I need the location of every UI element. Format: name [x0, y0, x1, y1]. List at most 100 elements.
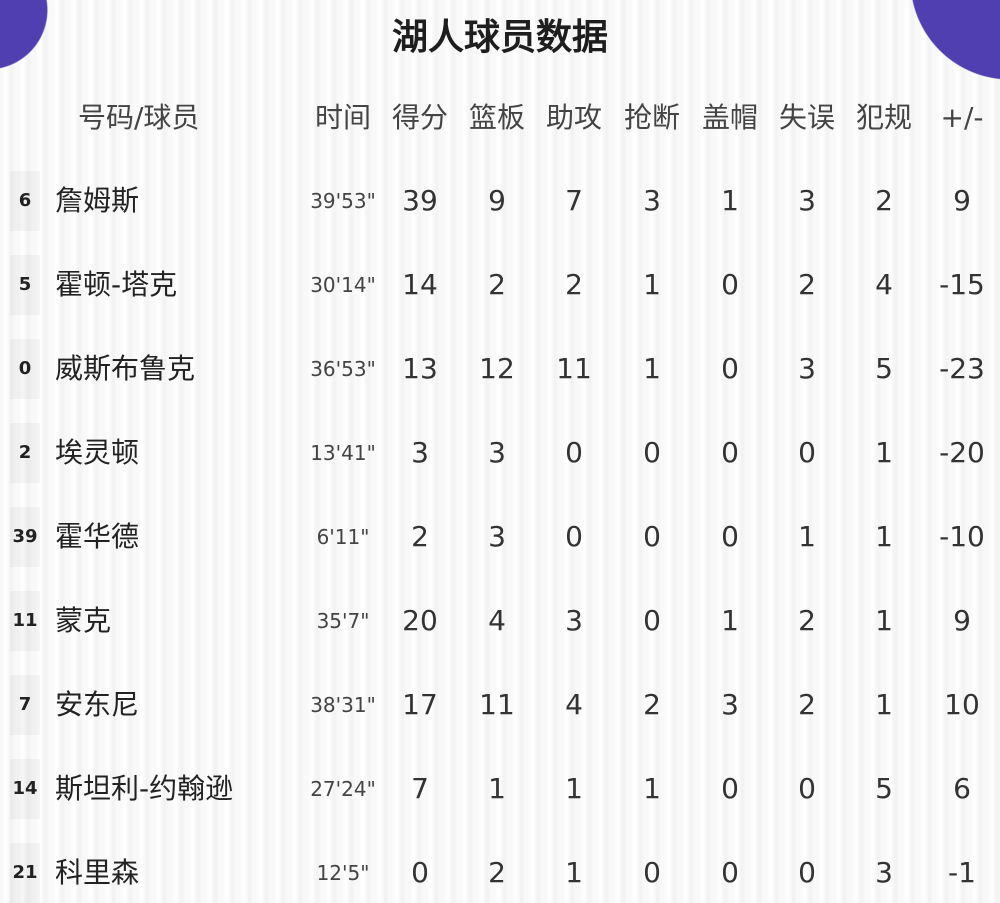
stat-ast: 0 [565, 520, 583, 553]
stat-blk: 0 [721, 772, 739, 805]
decorative-circle-right [900, 0, 1000, 90]
table-row: 6 詹姆斯 39'53" 39 9 7 3 1 3 2 9 [0, 171, 1000, 231]
stat-reb: 9 [488, 184, 506, 217]
stat-pf: 5 [875, 352, 893, 385]
table-row: 7 安东尼 38'31" 17 11 4 2 3 2 1 10 [0, 675, 1000, 735]
stat-tov: 1 [798, 520, 816, 553]
stat-reb: 2 [488, 856, 506, 889]
table-row: 21 科里森 12'5" 0 2 1 0 0 0 3 -1 [0, 843, 1000, 903]
stat-blk: 0 [721, 268, 739, 301]
stat-pts: 3 [411, 436, 429, 469]
header-reb: 篮板 [468, 101, 525, 134]
stat-ast: 2 [565, 268, 583, 301]
header-stl: 抢断 [623, 101, 680, 134]
player-name: 斯坦利-约翰逊 [55, 772, 234, 805]
stat-blk: 3 [721, 688, 739, 721]
page-title: 湖人球员数据 [391, 17, 608, 58]
player-time: 12'5" [316, 861, 370, 885]
player-time: 6'11" [316, 525, 370, 549]
stat-stl: 2 [643, 688, 661, 721]
player-number: 14 [10, 759, 40, 819]
player-name: 蒙克 [55, 604, 112, 637]
stat-pm: 9 [953, 604, 971, 637]
player-number: 5 [10, 255, 40, 315]
stat-blk: 1 [721, 604, 739, 637]
player-number: 39 [10, 507, 40, 567]
table-row: 11 蒙克 35'7" 20 4 3 0 1 2 1 9 [0, 591, 1000, 651]
stat-pts: 20 [402, 604, 438, 637]
player-number: 2 [10, 423, 40, 483]
stat-ast: 3 [565, 604, 583, 637]
player-name: 霍顿-塔克 [55, 268, 178, 301]
stat-tov: 2 [798, 688, 816, 721]
player-name: 霍华德 [55, 520, 140, 553]
stat-pf: 2 [875, 184, 893, 217]
stat-pts: 39 [402, 184, 438, 217]
player-number: 11 [10, 591, 40, 651]
stat-pm: -23 [939, 352, 985, 385]
header-time: 时间 [314, 101, 371, 134]
header-player: 号码/球员 [78, 101, 200, 134]
stat-blk: 0 [721, 520, 739, 553]
player-name: 安东尼 [55, 688, 140, 721]
stat-stl: 0 [643, 604, 661, 637]
decorative-circle-left [0, 0, 50, 75]
player-number: 6 [10, 171, 40, 231]
stat-stl: 1 [643, 268, 661, 301]
stat-pf: 1 [875, 520, 893, 553]
stat-reb: 11 [479, 688, 515, 721]
stat-pm: -15 [939, 268, 985, 301]
player-time: 35'7" [316, 609, 370, 633]
player-name: 科里森 [55, 856, 140, 889]
stat-reb: 12 [479, 352, 515, 385]
stat-pf: 1 [875, 604, 893, 637]
player-time: 39'53" [310, 189, 376, 213]
player-name: 威斯布鲁克 [55, 352, 196, 385]
stat-ast: 1 [565, 772, 583, 805]
stat-stl: 0 [643, 436, 661, 469]
stat-pts: 2 [411, 520, 429, 553]
stat-ast: 7 [565, 184, 583, 217]
header-ast: 助攻 [545, 101, 602, 134]
stat-ast: 0 [565, 436, 583, 469]
stat-ast: 11 [556, 352, 592, 385]
table-header: 号码/球员 时间 得分 篮板 助攻 抢断 盖帽 失误 犯规 +/- [0, 88, 1000, 148]
stat-pf: 4 [875, 268, 893, 301]
stat-pf: 1 [875, 436, 893, 469]
stat-tov: 3 [798, 184, 816, 217]
stat-reb: 3 [488, 520, 506, 553]
stat-pts: 0 [411, 856, 429, 889]
player-number: 21 [10, 843, 40, 903]
stat-pm: 9 [953, 184, 971, 217]
stat-tov: 0 [798, 772, 816, 805]
player-number: 0 [10, 339, 40, 399]
player-time: 30'14" [310, 273, 376, 297]
stat-tov: 3 [798, 352, 816, 385]
player-time: 13'41" [310, 441, 376, 465]
header-tov: 失误 [778, 101, 835, 134]
stat-stl: 0 [643, 520, 661, 553]
header-pm: +/- [940, 101, 984, 134]
stat-blk: 0 [721, 352, 739, 385]
stat-blk: 1 [721, 184, 739, 217]
stat-tov: 2 [798, 604, 816, 637]
stat-tov: 2 [798, 268, 816, 301]
stat-pts: 17 [402, 688, 438, 721]
header-blk: 盖帽 [701, 101, 758, 134]
header-pts: 得分 [391, 101, 448, 134]
player-time: 38'31" [310, 693, 376, 717]
table-row: 2 埃灵顿 13'41" 3 3 0 0 0 0 1 -20 [0, 423, 1000, 483]
stat-reb: 4 [488, 604, 506, 637]
stat-stl: 3 [643, 184, 661, 217]
stat-pm: -20 [939, 436, 985, 469]
stat-reb: 1 [488, 772, 506, 805]
stat-ast: 1 [565, 856, 583, 889]
table-row: 0 威斯布鲁克 36'53" 13 12 11 1 0 3 5 -23 [0, 339, 1000, 399]
stat-tov: 0 [798, 856, 816, 889]
stat-pts: 13 [402, 352, 438, 385]
player-name: 埃灵顿 [55, 436, 140, 469]
table-row: 5 霍顿-塔克 30'14" 14 2 2 1 0 2 4 -15 [0, 255, 1000, 315]
stat-pf: 5 [875, 772, 893, 805]
header-pf: 犯规 [855, 101, 912, 134]
stat-pm: -1 [948, 856, 976, 889]
